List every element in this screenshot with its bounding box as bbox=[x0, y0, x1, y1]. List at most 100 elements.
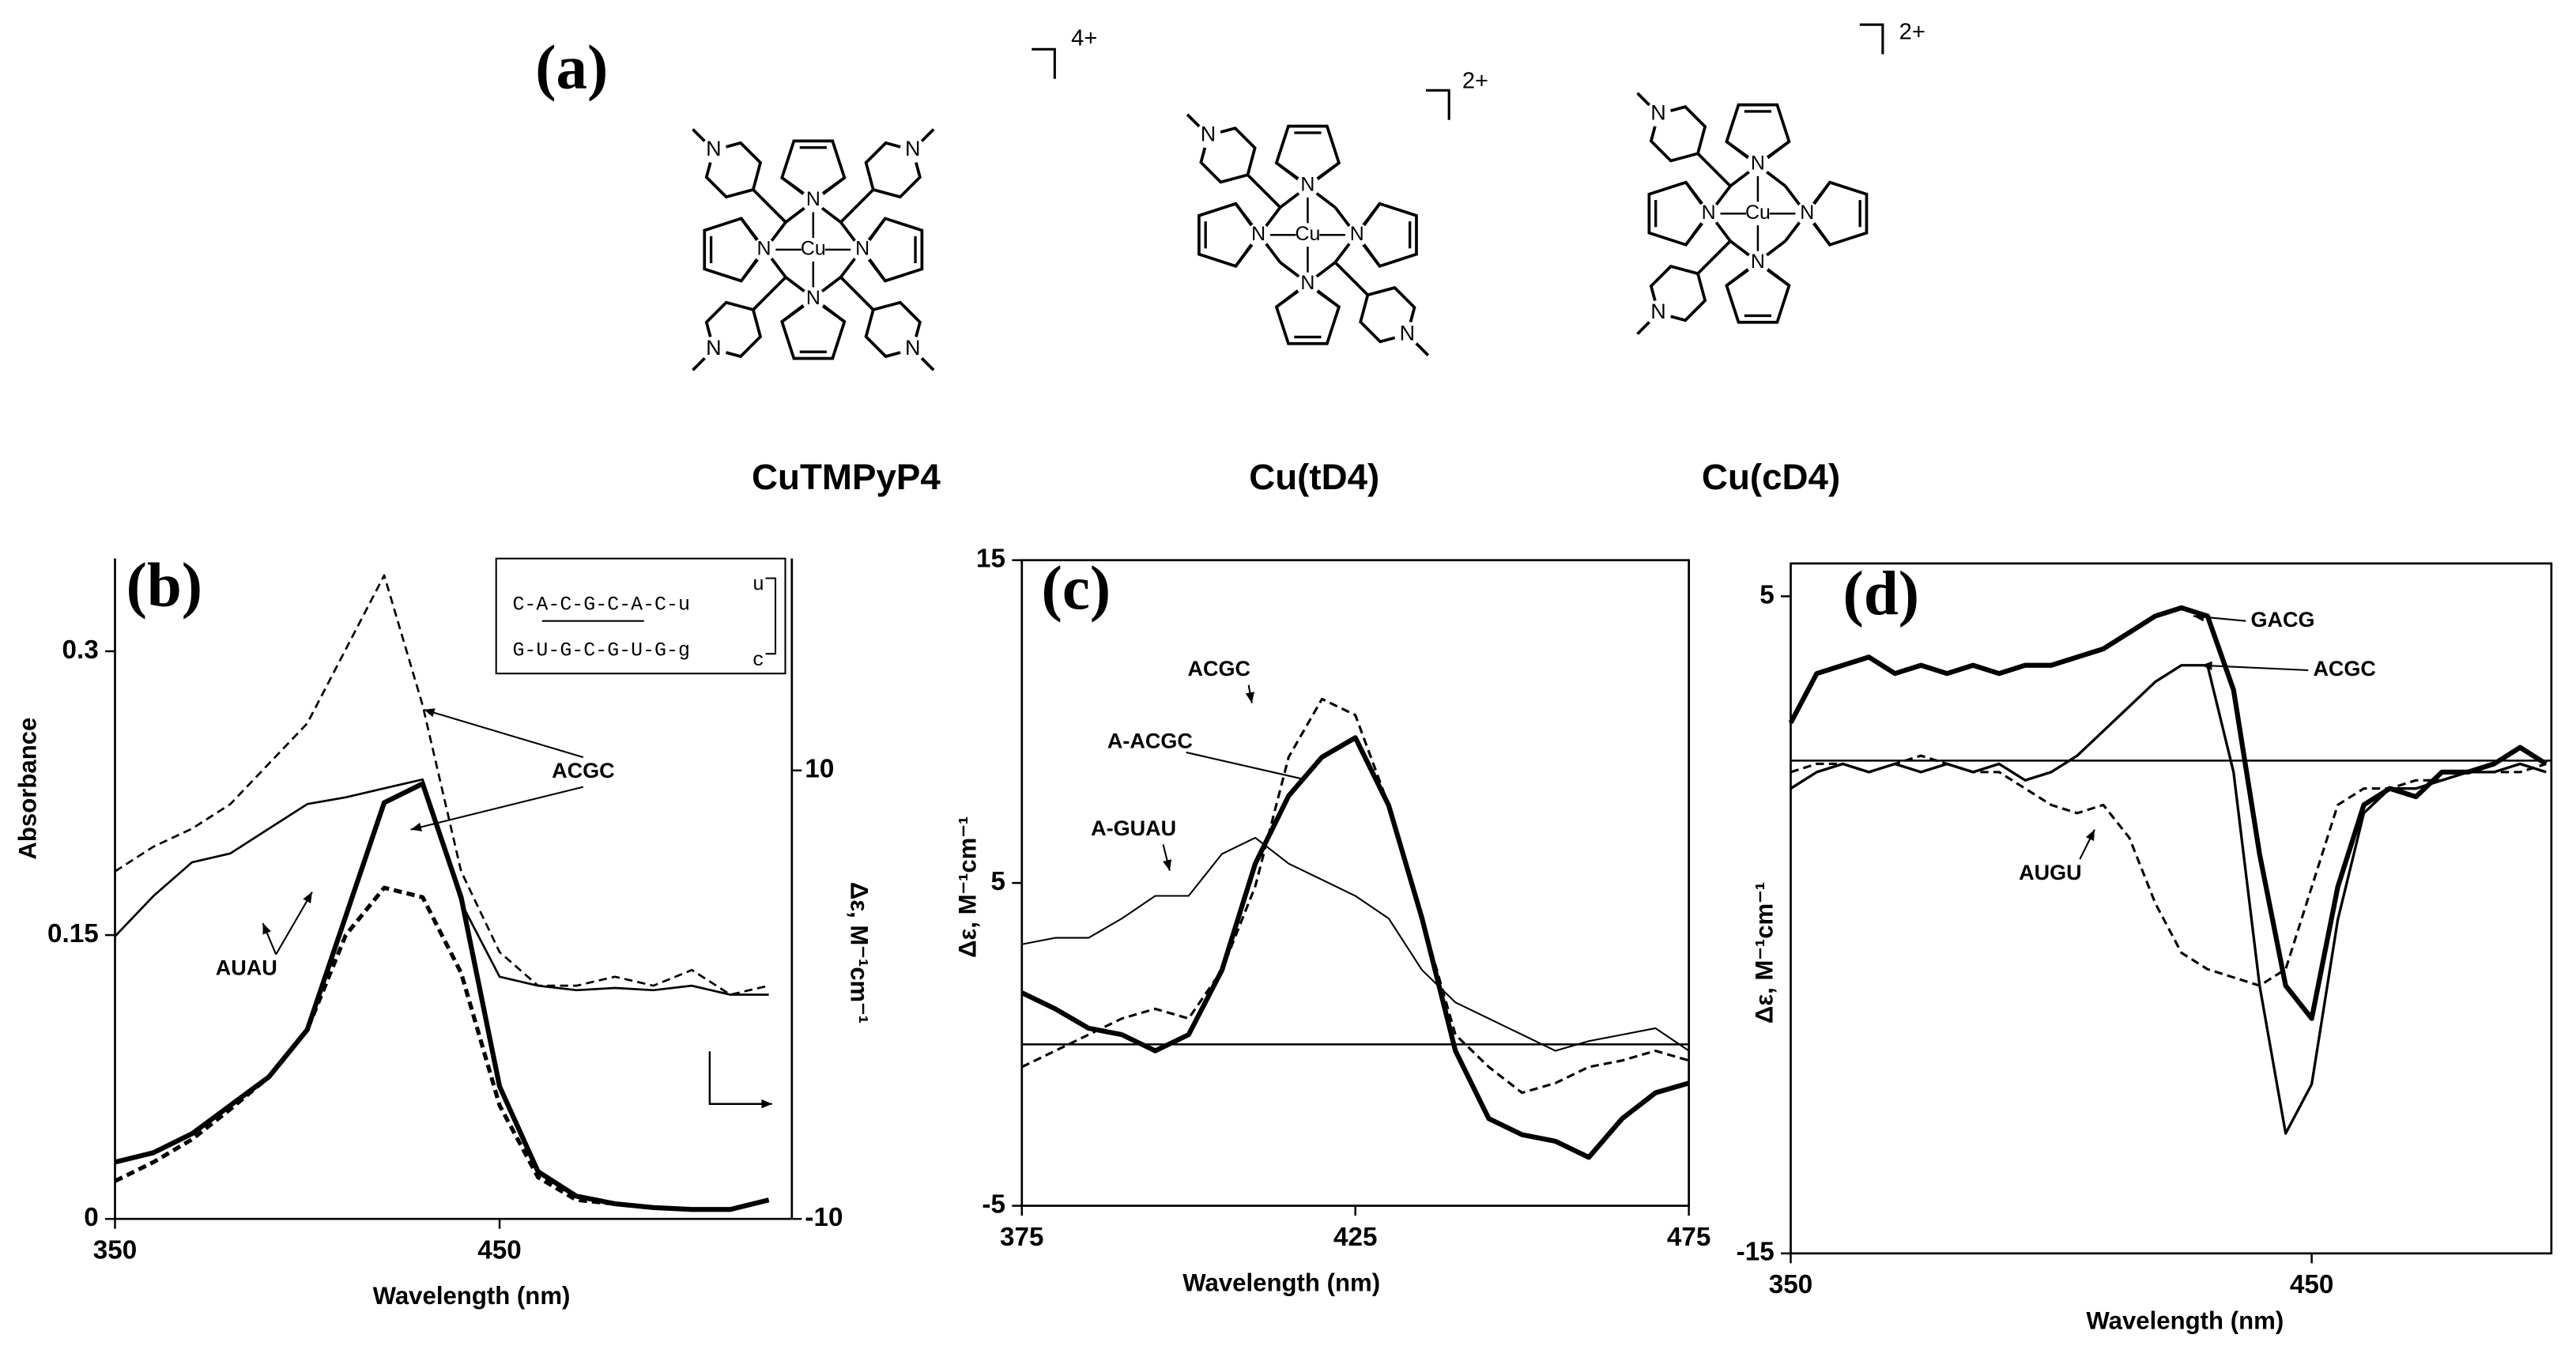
charge: 2+ bbox=[1462, 69, 1488, 94]
atom-label: N bbox=[1800, 202, 1814, 224]
curve-label: A-GUAU bbox=[1091, 816, 1176, 840]
atom-label: N bbox=[855, 238, 869, 260]
atom-label: N bbox=[1251, 223, 1265, 245]
x-tick-label: 450 bbox=[477, 1236, 521, 1265]
atom-label: Cu bbox=[1745, 202, 1771, 224]
atom-label: N bbox=[1300, 272, 1314, 294]
atom-bg bbox=[1296, 173, 1320, 198]
loop-bracket bbox=[765, 577, 777, 655]
atom-label: N bbox=[1702, 202, 1716, 224]
atom-label: N bbox=[1201, 122, 1216, 145]
panel-label: (b) bbox=[126, 551, 203, 620]
curve-label: GACG bbox=[2250, 608, 2314, 631]
atom-bg bbox=[1745, 152, 1770, 176]
loop-base: c bbox=[752, 650, 764, 672]
panel-label: (c) bbox=[1042, 555, 1111, 624]
arrow-head bbox=[262, 923, 271, 935]
sequence-line: C-A-C-G-C-A-C-u bbox=[512, 594, 689, 616]
atom-label: Cu bbox=[801, 238, 826, 260]
charge: 2+ bbox=[1899, 19, 1925, 44]
panel-label: (a) bbox=[535, 34, 608, 103]
atom-bg bbox=[1394, 321, 1420, 348]
atom-label: N bbox=[756, 238, 771, 260]
arrow-line bbox=[423, 708, 584, 759]
y2-tick-label: 10 bbox=[805, 755, 834, 784]
y-tick-label: 0.3 bbox=[62, 635, 98, 665]
curve-label: ACGC bbox=[2313, 657, 2376, 680]
y-axis-title: Absorbance bbox=[14, 718, 42, 860]
atom-bg bbox=[1745, 202, 1770, 226]
atom-bg bbox=[850, 237, 875, 262]
atom-label: N bbox=[706, 137, 722, 160]
x-tick-label: 375 bbox=[1000, 1223, 1043, 1252]
atom-label: N bbox=[806, 287, 820, 309]
y-tick-label: 0 bbox=[84, 1203, 99, 1232]
atom-label: N bbox=[1650, 300, 1666, 323]
atom-label: N bbox=[1751, 152, 1765, 174]
aryl-bond bbox=[1333, 261, 1369, 296]
data-line bbox=[114, 778, 769, 996]
arrow-head bbox=[1245, 692, 1254, 703]
atom-label: N bbox=[1350, 223, 1364, 245]
panel-label: (d) bbox=[1843, 560, 1920, 628]
arrow-line bbox=[275, 892, 313, 956]
y-tick-label: 5 bbox=[991, 867, 1006, 896]
data-line bbox=[1788, 605, 2548, 1021]
atom-label: N bbox=[706, 336, 722, 360]
atom-label: N bbox=[1650, 100, 1666, 124]
charge-bracket bbox=[1032, 47, 1056, 79]
atom-bg bbox=[900, 137, 926, 164]
aryl-bond bbox=[752, 276, 787, 311]
y2-axis-title: Δε, M⁻¹cm⁻¹ bbox=[846, 882, 873, 1024]
atom-bg bbox=[1645, 101, 1672, 127]
y-tick-label: 5 bbox=[1759, 580, 1775, 609]
compound-name: Cu(tD4) bbox=[1249, 457, 1379, 497]
curve-label: AUAU bbox=[216, 956, 277, 979]
y-tick-label: 0.15 bbox=[47, 919, 99, 948]
aryl-bond bbox=[839, 188, 875, 224]
arrow-line bbox=[2201, 664, 2309, 672]
x-axis-title: Wavelength (nm) bbox=[373, 1282, 571, 1310]
arrow-head bbox=[424, 708, 436, 718]
y-tick-label: -15 bbox=[1737, 1238, 1775, 1267]
atom-label: N bbox=[905, 137, 921, 160]
x-axis-title: Wavelength (nm) bbox=[1182, 1269, 1380, 1297]
curve-label: A-ACGC bbox=[1107, 730, 1193, 753]
arrow-head bbox=[2085, 829, 2095, 842]
inset-frame bbox=[495, 557, 786, 675]
arrow-head bbox=[2201, 661, 2212, 671]
x-axis-title: Wavelength (nm) bbox=[2086, 1306, 2284, 1334]
y-axis-title: Δε, M⁻¹cm⁻¹ bbox=[1751, 882, 1778, 1024]
atom-bg bbox=[900, 336, 926, 363]
arrow-head bbox=[303, 892, 312, 904]
sequence-line: G-U-G-C-G-U-G-g bbox=[512, 640, 689, 662]
compound-name: CuTMPyP4 bbox=[752, 457, 941, 497]
data-line bbox=[114, 574, 769, 996]
arrow-head bbox=[761, 1099, 772, 1109]
y-tick-label: -5 bbox=[982, 1189, 1005, 1219]
x-tick-label: 450 bbox=[2290, 1270, 2333, 1299]
atom-bg bbox=[1195, 123, 1221, 149]
atom-bg bbox=[1745, 251, 1770, 275]
data-line bbox=[1790, 664, 2547, 1135]
curve-label: ACGC bbox=[552, 759, 614, 782]
charge-bracket bbox=[1859, 23, 1884, 55]
atom-bg bbox=[700, 336, 727, 363]
aryl-bond bbox=[1247, 173, 1281, 209]
atom-bg bbox=[1247, 223, 1271, 247]
aryl-bond bbox=[1696, 152, 1732, 187]
aryl-bond bbox=[1696, 239, 1732, 275]
data-line bbox=[1021, 836, 1690, 1052]
arrow-head bbox=[410, 822, 422, 831]
y-tick-label: 15 bbox=[976, 545, 1005, 574]
x-tick-label: 350 bbox=[1769, 1270, 1812, 1299]
atom-label: N bbox=[1400, 321, 1416, 345]
atom-label: N bbox=[806, 188, 820, 210]
curve-label: ACGC bbox=[1187, 657, 1250, 680]
aryl-bond bbox=[752, 188, 787, 224]
atom-bg bbox=[752, 237, 776, 262]
atom-bg bbox=[700, 137, 727, 164]
loop-base: u bbox=[752, 575, 764, 597]
